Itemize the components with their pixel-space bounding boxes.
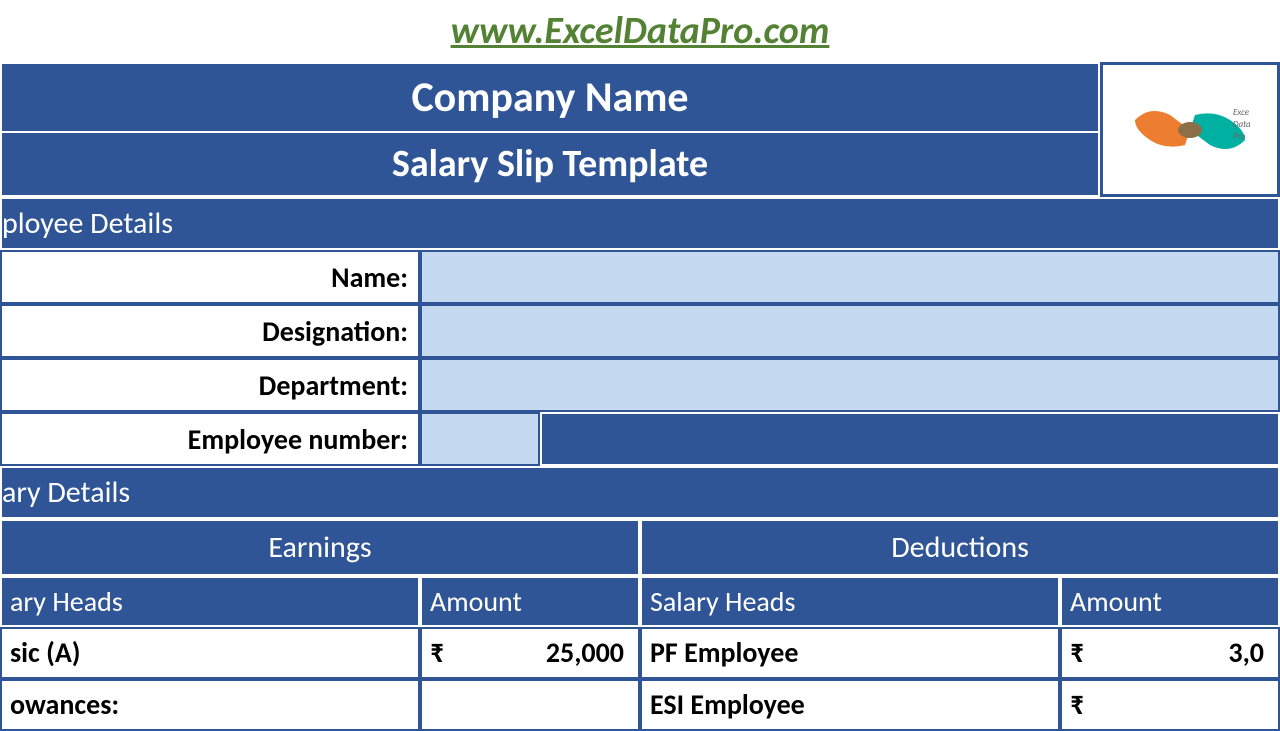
template-title: Salary Slip Template (2, 133, 1098, 195)
sub-headers: ary Heads Amount Salary Heads Amount (0, 576, 1280, 627)
deductions-amount-label: Amount (1060, 576, 1280, 627)
svg-text:Data: Data (1233, 119, 1251, 130)
salary-slip-template: www.ExcelDataPro.com Company Name Salary… (0, 0, 1280, 720)
handshake-logo-icon: Exce Data Pro (1115, 75, 1265, 185)
data-row-2: owances: ESI Employee ₹ (0, 679, 1280, 731)
esi-amount-value (1100, 687, 1270, 723)
employee-details-header: ployee Details (0, 197, 1280, 250)
url-row: www.ExcelDataPro.com (0, 0, 1280, 62)
earnings-deductions-header: Earnings Deductions (0, 519, 1280, 576)
pf-amount[interactable]: ₹ 3,0 (1060, 627, 1280, 679)
deductions-header: Deductions (640, 519, 1280, 576)
header-titles: Company Name Salary Slip Template (0, 62, 1100, 197)
website-link[interactable]: www.ExcelDataPro.com (451, 8, 830, 54)
logo-cell: Exce Data Pro (1100, 62, 1280, 197)
emp-number-label: Employee number: (0, 412, 420, 466)
svg-text:Pro: Pro (1233, 131, 1246, 142)
earnings-header: Earnings (0, 519, 640, 576)
basic-label: sic (A) (0, 627, 420, 679)
name-input[interactable] (420, 250, 1280, 304)
emp-number-row: Employee number: (0, 412, 1280, 466)
deductions-heads-label: Salary Heads (640, 576, 1060, 627)
department-row: Department: (0, 358, 1280, 412)
emp-number-input[interactable] (420, 412, 540, 466)
basic-amount[interactable]: ₹ 25,000 (420, 627, 640, 679)
data-row-1: sic (A) ₹ 25,000 PF Employee ₹ 3,0 (0, 627, 1280, 679)
designation-input[interactable] (420, 304, 1280, 358)
header-row: Company Name Salary Slip Template Exce D… (0, 62, 1280, 197)
esi-label: ESI Employee (640, 679, 1060, 731)
earnings-heads-label: ary Heads (0, 576, 420, 627)
pf-label: PF Employee (640, 627, 1060, 679)
company-name: Company Name (2, 64, 1098, 133)
salary-details-header: ary Details (0, 466, 1280, 519)
allowances-label: owances: (0, 679, 420, 731)
allowances-amount[interactable] (420, 679, 640, 731)
department-label: Department: (0, 358, 420, 412)
esi-amount[interactable]: ₹ (1060, 679, 1280, 731)
rupee-icon: ₹ (1070, 687, 1100, 723)
pf-amount-value: 3,0 (1100, 635, 1270, 671)
earnings-amount-label: Amount (420, 576, 640, 627)
blue-spacer (540, 412, 1280, 466)
svg-text:Exce: Exce (1233, 107, 1250, 118)
basic-amount-value: 25,000 (460, 635, 630, 671)
designation-label: Designation: (0, 304, 420, 358)
rupee-icon: ₹ (430, 635, 460, 671)
allowances-amount-value (430, 687, 630, 723)
designation-row: Designation: (0, 304, 1280, 358)
rupee-icon: ₹ (1070, 635, 1100, 671)
name-label: Name: (0, 250, 420, 304)
name-row: Name: (0, 250, 1280, 304)
department-input[interactable] (420, 358, 1280, 412)
